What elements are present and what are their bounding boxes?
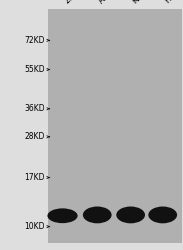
Text: 36KD: 36KD: [24, 104, 45, 113]
Text: HepG2: HepG2: [163, 0, 183, 6]
Ellipse shape: [148, 206, 177, 223]
Ellipse shape: [116, 206, 145, 223]
Text: 72KD: 72KD: [24, 36, 45, 45]
Text: 55KD: 55KD: [24, 65, 45, 74]
Text: K562: K562: [131, 0, 151, 6]
Text: 293: 293: [63, 0, 80, 6]
Text: 17KD: 17KD: [24, 173, 45, 182]
Ellipse shape: [83, 206, 112, 223]
Text: A549: A549: [97, 0, 118, 6]
Ellipse shape: [47, 208, 78, 223]
Text: 28KD: 28KD: [25, 132, 45, 141]
Text: 10KD: 10KD: [24, 222, 45, 231]
Bar: [48, 9, 182, 242]
